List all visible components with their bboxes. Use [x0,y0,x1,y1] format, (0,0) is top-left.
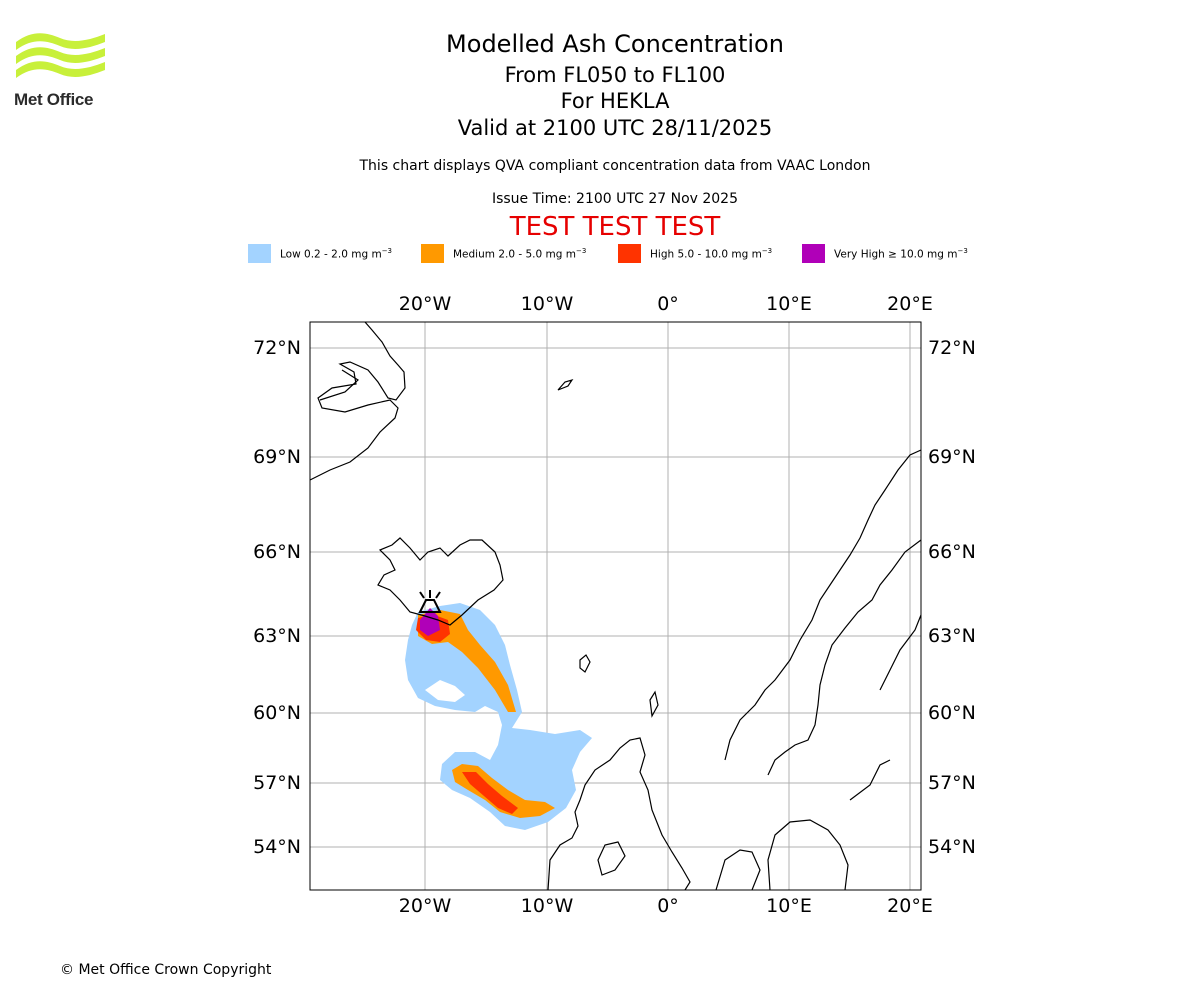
faroe-coast [579,654,591,673]
chart-title: Modelled Ash Concentration [446,30,784,58]
lat-label-left: 57°N [253,772,301,794]
lat-label-left: 60°N [253,702,301,724]
legend-exp-very-high: −3 [957,247,968,255]
ash-gap [425,680,465,702]
lon-label-bottom: 10°W [521,895,574,917]
ash-low [405,603,592,830]
lat-label-left: 69°N [253,446,301,468]
lon-label-bottom: 20°W [399,895,452,917]
norway-coast [724,449,921,761]
met-office-waves-icon [16,33,105,78]
finland-coast [879,614,921,691]
volcano-title: For HEKLA [560,89,670,113]
issue-time: Issue Time: 2100 UTC 27 Nov 2025 [491,191,739,207]
met-office-logo: Met Office [14,30,109,112]
lon-label-top: 10°W [521,293,574,315]
valid-time: Valid at 2100 UTC 28/11/2025 [457,116,773,140]
legend-label-medium: Medium 2.0 - 5.0 mg m [453,248,576,261]
lat-label-right: 60°N [928,702,976,724]
chart-description: This chart displays QVA compliant concen… [359,158,871,174]
legend-exp-medium: −3 [575,247,587,255]
lat-label-right: 72°N [928,337,976,359]
legend-label-low: Low 0.2 - 2.0 mg m [280,248,382,261]
lat-label-right: 54°N [928,836,976,858]
shetland-coast [649,690,659,718]
ireland-coast-north [597,841,626,876]
ash-gap [480,720,495,748]
lat-labels-right: 72°N 69°N 66°N 63°N 60°N 57°N 54°N [928,337,976,858]
coastlines [310,322,921,890]
legend-swatch-low [248,244,271,263]
legend-swatch-high [618,244,641,263]
ash-high-core-south [462,772,518,814]
baltic-coast [849,759,891,801]
lat-label-left: 72°N [253,337,301,359]
lon-label-bottom: 20°E [887,895,933,917]
legend-label-high: High 5.0 - 10.0 mg m [650,248,762,261]
lon-label-bottom: 10°E [766,895,812,917]
jan-mayen-coast [557,378,574,391]
lat-labels-left: 72°N 69°N 66°N 63°N 60°N 57°N 54°N [253,337,301,858]
netherlands-coast [715,849,761,890]
map-frame [309,321,922,891]
map-background [310,322,921,890]
denmark-baltic-coast [767,819,849,890]
copyright-notice: © Met Office Crown Copyright [60,962,272,978]
lon-label-top: 20°W [399,293,452,315]
greenland-fjord [319,369,359,401]
lat-label-left: 63°N [253,625,301,647]
lat-label-right: 66°N [928,541,976,563]
lat-label-left: 54°N [253,836,301,858]
ash-very-high-core [420,608,440,636]
legend-exp-high: −3 [761,247,773,255]
ash-very-high [420,608,440,636]
lat-label-right: 63°N [928,625,976,647]
flight-level-range: From FL050 to FL100 [504,63,726,87]
lat-label-left: 66°N [253,541,301,563]
legend-label-very-high: Very High ≥ 10.0 mg m [834,248,958,261]
lon-label-top: 10°E [766,293,812,315]
test-banner: TEST TEST TEST [509,212,721,242]
logo-wordmark: Met Office [14,90,94,109]
lon-labels-top: 20°W 10°W 0° 10°E 20°E [399,293,933,315]
lat-label-right: 57°N [928,772,976,794]
volcano-marker-icon [418,590,442,613]
legend-exp-low: −3 [381,247,393,255]
sweden-coast [767,539,921,776]
lon-label-bottom: 0° [657,895,679,917]
legend-swatch-medium [421,244,444,263]
lat-label-right: 69°N [928,446,976,468]
lon-label-top: 20°E [887,293,933,315]
great-britain-coast [547,737,691,890]
lon-labels-bottom: 20°W 10°W 0° 10°E 20°E [399,895,933,917]
lon-label-top: 0° [657,293,679,315]
legend-swatch-very-high [802,244,825,263]
ash-low-region [405,603,592,830]
iceland-coast [377,537,504,626]
ash-low-gaps [425,680,495,748]
